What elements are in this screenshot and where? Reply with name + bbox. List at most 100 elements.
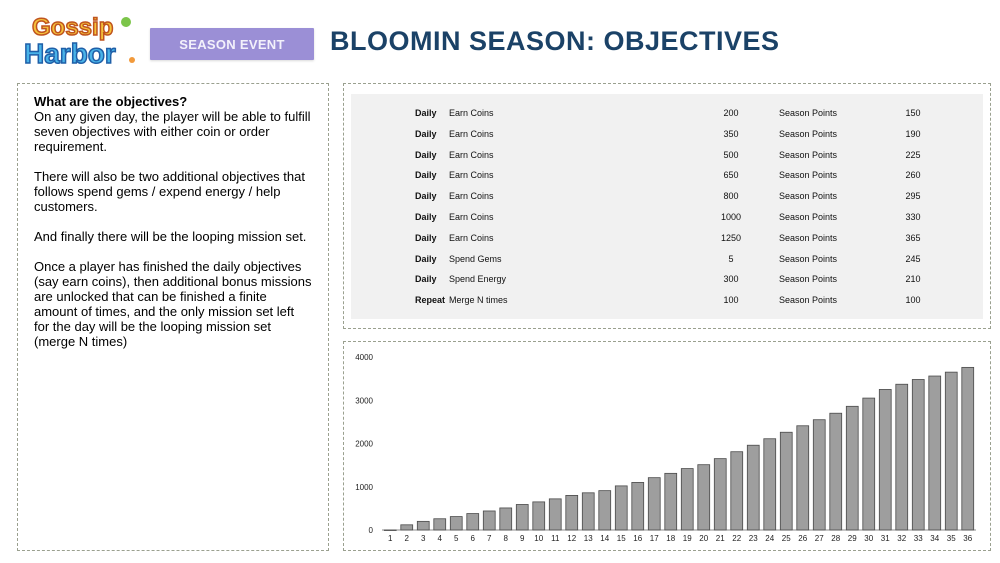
objective-period: Daily (415, 191, 437, 202)
bar-day-24 (763, 438, 777, 531)
objective-row: Repeat Merge N times 100 Season Points 100 (351, 290, 983, 310)
y-tick-label: 3000 (355, 396, 373, 405)
bar-day-13 (581, 492, 595, 531)
explanation-intro: On any given day, the player will be abl… (34, 109, 311, 154)
objective-points: 210 (905, 274, 921, 285)
x-tick-label: 23 (749, 534, 758, 543)
objective-amount: 300 (723, 274, 739, 285)
bar-day-1 (383, 529, 397, 531)
svg-text:Gossip: Gossip (32, 14, 113, 41)
objective-amount: 800 (723, 191, 739, 202)
bar-day-21 (713, 458, 727, 531)
objective-points: 260 (905, 170, 921, 181)
bar-day-6 (466, 513, 480, 531)
objective-period: Daily (415, 170, 437, 181)
objective-reward-type: Season Points (779, 170, 838, 181)
x-tick-label: 25 (782, 534, 791, 543)
objectives-question: What are the objectives? (34, 94, 188, 109)
bar-day-20 (697, 464, 711, 531)
objective-period: Daily (415, 232, 437, 243)
x-tick-label: 34 (930, 534, 939, 543)
bar-day-2 (400, 524, 414, 531)
bar-day-18 (664, 472, 678, 531)
objective-amount: 100 (723, 295, 739, 306)
bar-day-33 (911, 379, 925, 531)
objective-points: 150 (905, 108, 921, 118)
x-tick-label: 17 (650, 534, 659, 543)
bar-day-10 (532, 501, 546, 531)
x-tick-label: 9 (520, 534, 525, 543)
bar-day-3 (416, 520, 430, 531)
objective-amount: 650 (723, 170, 739, 181)
y-tick-label: 1000 (355, 483, 373, 492)
objective-row: Daily Earn Coins 350 Season Points 190 (351, 124, 983, 144)
bar-day-15 (614, 485, 628, 531)
bar-day-17 (647, 477, 661, 531)
objective-row: Daily Earn Coins 1000 Season Points 330 (351, 207, 983, 227)
explanation-panel: What are the objectives? On any given da… (17, 83, 329, 551)
x-tick-label: 16 (633, 534, 642, 543)
objective-period: Daily (415, 108, 437, 118)
bar-day-16 (631, 482, 645, 531)
x-tick-label: 24 (765, 534, 774, 543)
objective-row: Daily Earn Coins 500 Season Points 225 (351, 145, 983, 165)
objective-row: Daily Earn Coins 650 Season Points 260 (351, 165, 983, 185)
objective-reward-type: Season Points (779, 274, 838, 285)
season-event-badge: SEASON EVENT (150, 28, 314, 60)
objective-points: 190 (905, 128, 921, 139)
bar-day-29 (845, 405, 859, 531)
x-tick-label: 2 (405, 534, 410, 543)
objective-amount: 1000 (720, 212, 742, 222)
objective-reward-type: Season Points (779, 212, 838, 222)
objective-reward-type: Season Points (779, 108, 838, 118)
x-tick-label: 29 (848, 534, 857, 543)
objective-reward-type: Season Points (779, 128, 838, 139)
objective-points: 245 (905, 253, 921, 264)
x-tick-label: 28 (831, 534, 840, 543)
bar-day-28 (829, 412, 843, 531)
objective-amount: 200 (723, 108, 739, 118)
objective-task: Spend Energy (449, 274, 507, 285)
objectives-table-panel: Daily Earn Coins 200 Season Points 150 Daily E… (343, 83, 991, 329)
explanation-paragraph-2: And finally there will be the looping mi… (34, 229, 307, 244)
x-tick-label: 5 (454, 534, 459, 543)
bar-day-9 (515, 504, 529, 531)
objectives-table: Daily Earn Coins 200 Season Points 150 Daily E… (351, 94, 983, 319)
objective-task: Earn Coins (449, 212, 494, 222)
x-tick-label: 36 (963, 534, 972, 543)
bar-day-14 (598, 490, 612, 531)
x-tick-label: 1 (388, 534, 393, 543)
bar-day-32 (895, 383, 909, 531)
x-tick-label: 12 (567, 534, 576, 543)
x-tick-label: 13 (584, 534, 593, 543)
page-title: BLOOMIN SEASON: OBJECTIVES (330, 26, 780, 56)
bar-day-23 (746, 444, 760, 531)
bar-day-26 (796, 425, 810, 531)
objective-period: Repeat (415, 295, 446, 306)
objective-row: Daily Spend Energy 300 Season Points 210 (351, 269, 983, 289)
y-tick-label: 0 (369, 526, 374, 535)
x-tick-label: 7 (487, 534, 492, 543)
x-tick-label: 26 (798, 534, 807, 543)
objective-task: Earn Coins (449, 170, 494, 181)
objective-period: Daily (415, 274, 437, 285)
objective-task: Earn Coins (449, 149, 494, 160)
x-tick-label: 22 (732, 534, 741, 543)
x-tick-label: 27 (815, 534, 824, 543)
x-tick-label: 11 (551, 534, 560, 543)
bar-day-35 (944, 371, 958, 531)
y-tick-label: 2000 (355, 440, 373, 449)
objective-reward-type: Season Points (779, 295, 838, 306)
explanation-paragraph-1: There will also be two additional object… (34, 169, 305, 214)
objective-period: Daily (415, 149, 437, 160)
objective-amount: 5 (728, 253, 734, 264)
x-tick-label: 4 (438, 534, 443, 543)
objective-points: 365 (905, 232, 921, 243)
objective-period: Daily (415, 212, 437, 222)
objective-points: 330 (905, 212, 921, 222)
x-tick-label: 32 (897, 534, 906, 543)
objective-row: Daily Earn Coins 1250 Season Points 365 (351, 228, 983, 248)
bar-day-36 (961, 366, 975, 531)
objective-points: 100 (905, 295, 921, 306)
